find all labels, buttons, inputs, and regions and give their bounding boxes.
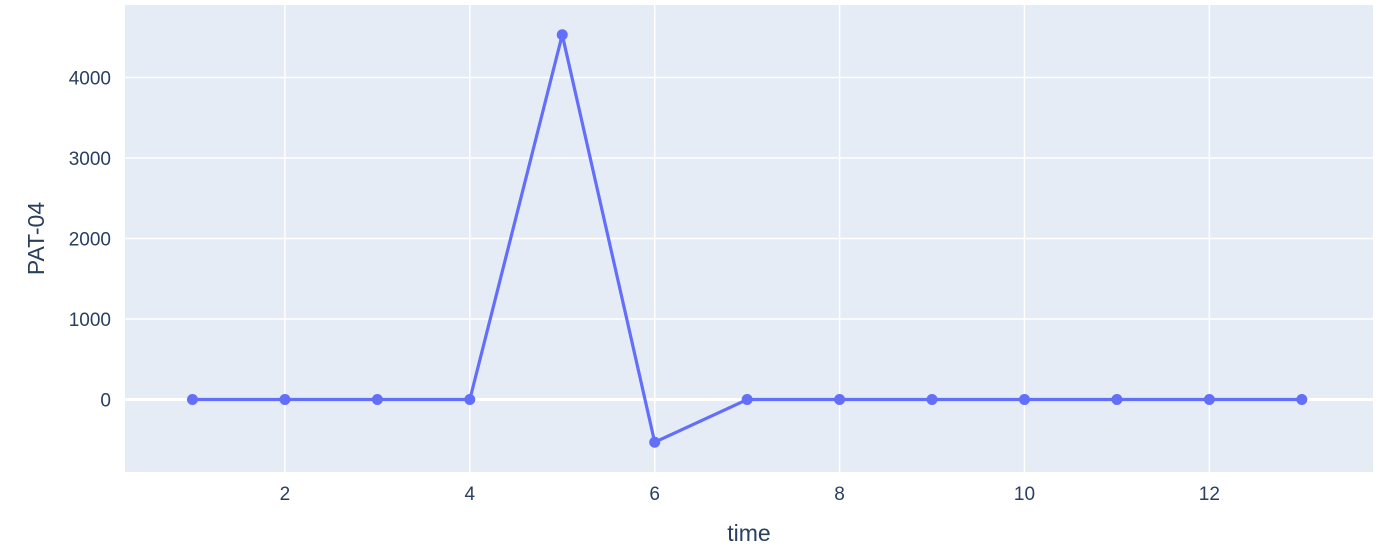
- data-point[interactable]: [464, 394, 476, 406]
- x-tick-label: 6: [649, 484, 660, 505]
- data-point[interactable]: [186, 394, 198, 406]
- x-tick-label: 12: [1199, 484, 1220, 505]
- data-point[interactable]: [279, 394, 291, 406]
- data-point[interactable]: [1296, 394, 1308, 406]
- data-point[interactable]: [1111, 394, 1123, 406]
- y-tick-label: 4000: [69, 68, 111, 89]
- y-tick-labels: 0 1000 2000 3000 4000: [69, 68, 111, 411]
- x-axis-title: time: [727, 520, 770, 546]
- data-point[interactable]: [1203, 394, 1215, 406]
- data-point[interactable]: [1018, 394, 1030, 406]
- x-tick-label: 4: [465, 484, 476, 505]
- x-tick-labels: 2 4 6 8 10 12: [280, 484, 1220, 505]
- x-tick-label: 8: [834, 484, 845, 505]
- data-point[interactable]: [649, 436, 661, 448]
- data-point[interactable]: [741, 394, 753, 406]
- data-point[interactable]: [371, 394, 383, 406]
- data-point[interactable]: [926, 394, 938, 406]
- y-tick-label: 1000: [69, 310, 111, 331]
- x-tick-label: 2: [280, 484, 291, 505]
- x-tick-label: 10: [1014, 484, 1035, 505]
- y-tick-label: 0: [100, 391, 111, 412]
- y-axis-title: PAT-04: [23, 202, 49, 275]
- series-layer: [186, 29, 1308, 448]
- y-tick-label: 3000: [69, 149, 111, 170]
- data-point[interactable]: [556, 29, 568, 41]
- y-tick-label: 2000: [69, 230, 111, 251]
- data-point[interactable]: [834, 394, 846, 406]
